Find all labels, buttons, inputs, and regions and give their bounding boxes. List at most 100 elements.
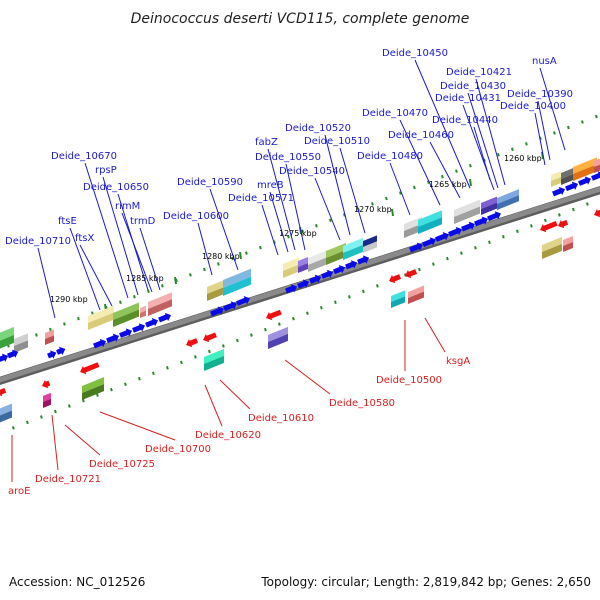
leader-line-deide-10550	[285, 163, 306, 251]
cds-arrow-shape	[186, 338, 199, 348]
tick-mark	[49, 327, 52, 332]
feature-box	[308, 249, 328, 272]
tick-mark	[77, 316, 80, 321]
feature-box	[82, 377, 104, 400]
tick-mark	[138, 376, 141, 381]
tick-mark	[516, 229, 519, 234]
cds-arrow-forward	[47, 350, 57, 359]
gene-label-deide-10421: Deide_10421	[446, 67, 512, 78]
cds-arrow-forward	[422, 237, 436, 248]
cds-arrow-shape	[409, 242, 423, 253]
feature-box	[43, 392, 51, 408]
feature-box-bottom	[551, 176, 561, 187]
tick-mark	[455, 169, 458, 173]
feature-box-bottom	[481, 202, 497, 215]
cds-arrow-shape	[594, 208, 600, 218]
feature-box	[204, 348, 224, 371]
cds-arrow-forward	[487, 211, 501, 222]
feature-box-top	[326, 242, 346, 258]
tick-mark	[245, 251, 248, 255]
cds-arrow-forward	[409, 242, 423, 253]
feature-box	[551, 170, 561, 187]
cds-arrow-shape	[56, 346, 66, 356]
tick-mark	[511, 147, 514, 152]
feature-box-bottom	[454, 206, 480, 224]
cds-arrow-reverse	[405, 269, 418, 279]
cds-arrow-forward	[578, 176, 592, 186]
feature-box	[594, 156, 600, 173]
gene-label-deide-10460: Deide_10460	[388, 130, 454, 141]
feature-box-top	[0, 403, 12, 417]
tick-mark	[26, 420, 29, 425]
leader-line-deide-10421	[475, 78, 506, 186]
gene-label-deide-10710: Deide_10710	[5, 236, 71, 247]
cds-arrow-reverse	[0, 387, 7, 397]
tick-mark	[348, 295, 351, 299]
tick-mark	[497, 153, 500, 157]
feature-box-bottom	[148, 299, 172, 316]
tick-mark	[166, 366, 169, 370]
cds-arrow-shape	[591, 171, 600, 181]
scale-label-1: 1265 kbp	[429, 180, 467, 189]
cds-arrow-reverse	[186, 338, 199, 348]
gene-label-deide-10670: Deide_10670	[51, 151, 117, 162]
feature-box-bottom	[542, 243, 562, 259]
feature-box-bottom	[418, 217, 442, 234]
tick-mark	[544, 218, 547, 223]
tick-mark	[581, 120, 584, 124]
cds-arrow-forward	[158, 312, 172, 323]
feature-box-bottom	[45, 335, 54, 345]
cds-arrow-shape	[422, 237, 436, 248]
gene-label-deide-10610: Deide_10610	[248, 413, 314, 424]
cds-arrow-shape	[145, 318, 159, 328]
gene-label-fabz: fabZ	[255, 137, 278, 148]
gene-label-mreb: mreB	[257, 180, 284, 191]
tick-mark	[376, 284, 379, 288]
tick-mark	[208, 349, 211, 354]
feature-box	[223, 268, 251, 296]
leader-line-mreb	[269, 191, 289, 253]
cds-arrow-forward	[119, 328, 133, 338]
tick-mark	[315, 224, 318, 228]
cds-arrow-shape	[321, 269, 334, 279]
cds-arrow-shape	[0, 353, 9, 363]
cds-arrow-forward	[565, 181, 579, 192]
feature-box-bottom	[283, 264, 299, 278]
feature-box-top	[418, 210, 442, 227]
feature-box	[283, 257, 299, 278]
cds-arrow-shape	[558, 219, 569, 229]
cds-arrow-shape	[540, 220, 558, 233]
tick-mark	[54, 409, 57, 414]
tick-mark	[12, 426, 15, 430]
cds-arrow-reverse	[389, 274, 402, 284]
major-tick-mark	[469, 178, 472, 187]
feature-box	[0, 326, 14, 351]
tick-mark	[180, 360, 183, 365]
major-tick-mark	[174, 276, 177, 285]
feature-box-bottom	[326, 249, 346, 265]
scale-label-2: 1270 kbp	[354, 205, 392, 214]
feature-box-bottom	[363, 241, 377, 253]
cds-arrow-forward	[357, 255, 370, 265]
gene-label-deide-10520: Deide_10520	[285, 123, 351, 134]
leader-line-deide-10390	[537, 100, 551, 161]
feature-box-bottom	[497, 195, 519, 210]
gene-label-deide-10500: Deide_10500	[376, 375, 442, 386]
feature-box-top	[268, 326, 288, 342]
feature-box-top	[223, 268, 251, 288]
feature-box	[561, 168, 573, 185]
tick-mark	[530, 224, 533, 228]
feature-box-bottom	[408, 291, 424, 304]
gene-label-deide-10600: Deide_10600	[163, 211, 229, 222]
gene-label-deide-10550: Deide_10550	[255, 152, 321, 163]
cds-arrow-forward	[285, 284, 298, 294]
gene-label-aroe: aroE	[8, 486, 30, 497]
leader-line-trmd	[139, 227, 161, 291]
leader-line-deide-10710	[37, 247, 56, 319]
cds-arrow-shape	[203, 332, 217, 343]
cds-arrow-shape	[106, 333, 120, 344]
feature-box	[542, 236, 562, 259]
cds-arrow-reverse	[203, 332, 217, 343]
